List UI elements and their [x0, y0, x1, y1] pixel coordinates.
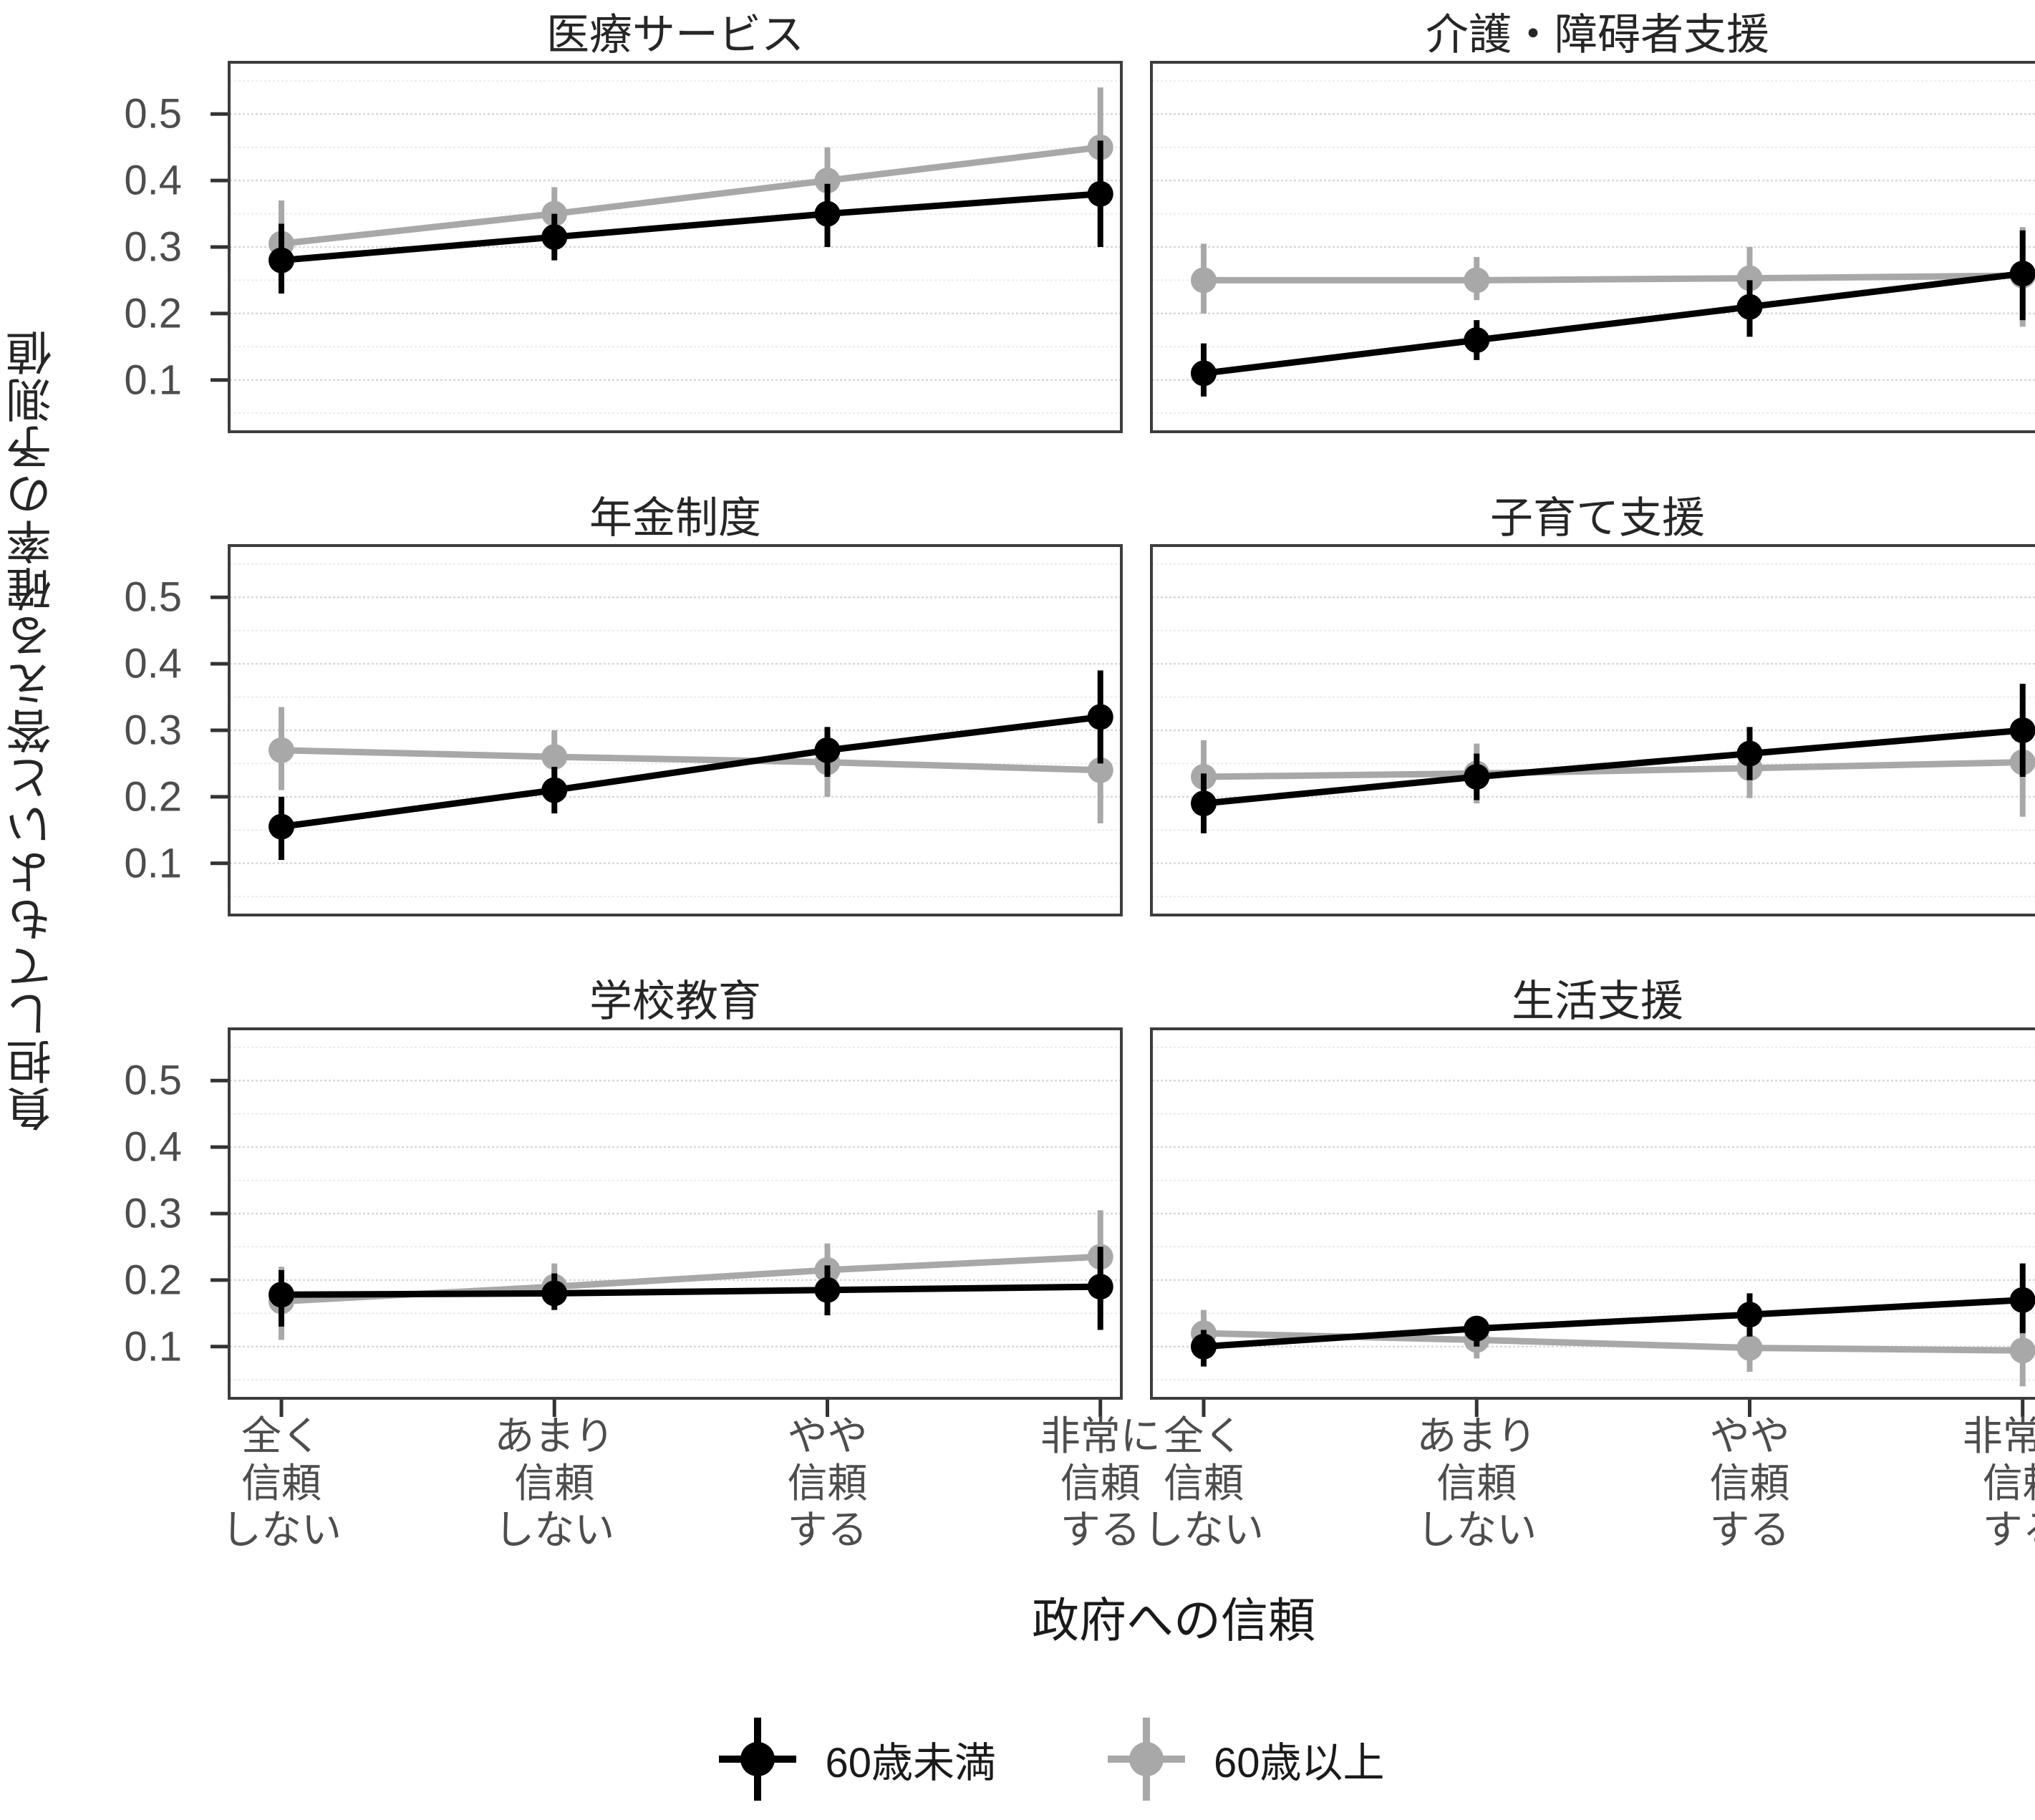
facet-grid: 医療サービス 介護・障碍者支援 0.5 0.4 0.3 0.2 0.1 年金制度 子育て…	[64, 0, 2035, 1581]
y-tick-label: 0.1	[124, 1323, 182, 1370]
facet-title-care: 介護・障碍者支援	[1426, 11, 1769, 59]
facet-title-livelihood: 生活支援	[1512, 977, 1683, 1025]
pointrange-glyph-black-icon	[715, 1713, 801, 1806]
legend-label: 60歳以上	[1214, 1740, 1385, 1786]
facet-title-school: 学校教育	[589, 977, 761, 1025]
y-tick-label: 0.1	[124, 357, 182, 404]
x-tick-label: 非常に信頼する	[1040, 1413, 1161, 1553]
facet-title-row: 医療サービス 介護・障碍者支援	[64, 0, 2035, 61]
x-tick-label: あまり 信頼 しない	[494, 1413, 615, 1553]
x-tick-label: あまり 信頼 しない	[1416, 1413, 1537, 1553]
facet-title-childcare: 子育て支援	[1490, 494, 1705, 542]
panel-care-disability-support	[1150, 61, 2035, 433]
y-tick-label: 0.1	[124, 840, 182, 887]
x-tick-label: 全く 信頼 しない	[1144, 1413, 1264, 1553]
legend-item-over-60: 60歳以上	[1103, 1713, 1385, 1806]
panel-plot	[1150, 61, 2035, 433]
x-axis-tick-label-row: 全く 信頼 しない あまり 信頼 しない やや 信頼 する 非常に 信頼 する 全く 信頼 しない あまり信…	[64, 1413, 2035, 1581]
panel-medical-services	[211, 61, 1123, 433]
x-axis-tick-labels: 全く信頼しない あまり信頼しない やや信頼する 非常に信頼する	[221, 1413, 1161, 1581]
y-axis-title: 負担してもよいと答える確率の予測値	[6, 329, 58, 1132]
panel-plot	[1150, 1027, 2035, 1417]
facet-title-medical: 医療サービス	[546, 11, 804, 59]
y-tick-label: 0.4	[124, 640, 182, 687]
panel-plot	[211, 544, 1123, 916]
facet-panel-row: 0.5 0.4 0.3 0.2 0.1	[64, 61, 2035, 433]
x-tick-label: 全く 信頼 しない	[221, 1413, 342, 1553]
legend-label: 60歳未満	[825, 1740, 996, 1786]
pointrange-glyph-gray-icon	[1103, 1713, 1189, 1806]
panel-plot	[211, 1027, 1123, 1417]
facet-panel-row: 0.5 0.4 0.3 0.2 0.1	[64, 544, 2035, 916]
facet-title-row: 年金制度 子育て支援	[64, 483, 2035, 544]
y-axis-tick-labels: 0.5 0.4 0.3 0.2 0.1	[64, 544, 200, 916]
legend: 60歳未満 60歳以上	[64, 1713, 2035, 1806]
facet-panel-row: 0.5 0.4 0.3 0.2 0.1	[64, 1027, 2035, 1417]
facet-title-row: 学校教育 生活支援	[64, 967, 2035, 1027]
x-axis-title: 政府への信頼	[1032, 1594, 1315, 1647]
y-axis-tick-labels: 0.5 0.4 0.3 0.2 0.1	[64, 1027, 200, 1400]
panel-plot	[1150, 544, 2035, 916]
y-tick-label: 0.5	[124, 1057, 182, 1104]
y-tick-label: 0.4	[124, 157, 182, 204]
y-tick-label: 0.3	[124, 707, 182, 754]
y-axis-tick-labels: 0.5 0.4 0.3 0.2 0.1	[64, 61, 200, 433]
y-tick-label: 0.3	[124, 223, 182, 271]
facet-title-pension: 年金制度	[589, 494, 761, 542]
y-tick-label: 0.5	[124, 90, 182, 137]
panel-school-education	[211, 1027, 1123, 1417]
panel-livelihood-support	[1150, 1027, 2035, 1417]
x-tick-label: やや 信頼 する	[787, 1413, 868, 1553]
y-tick-label: 0.2	[124, 1257, 182, 1304]
panel-childcare-support	[1150, 544, 2035, 916]
y-tick-label: 0.5	[124, 573, 182, 621]
y-tick-label: 0.2	[124, 290, 182, 337]
axis-gutter	[64, 1413, 200, 1581]
panel-pension-system	[211, 544, 1123, 916]
panel-plot	[211, 61, 1123, 433]
y-tick-label: 0.3	[124, 1190, 182, 1237]
x-tick-label: やや 信頼 する	[1709, 1413, 1790, 1553]
y-tick-label: 0.4	[124, 1123, 182, 1171]
y-tick-label: 0.2	[124, 773, 182, 821]
legend-item-under-60: 60歳未満	[715, 1713, 996, 1806]
